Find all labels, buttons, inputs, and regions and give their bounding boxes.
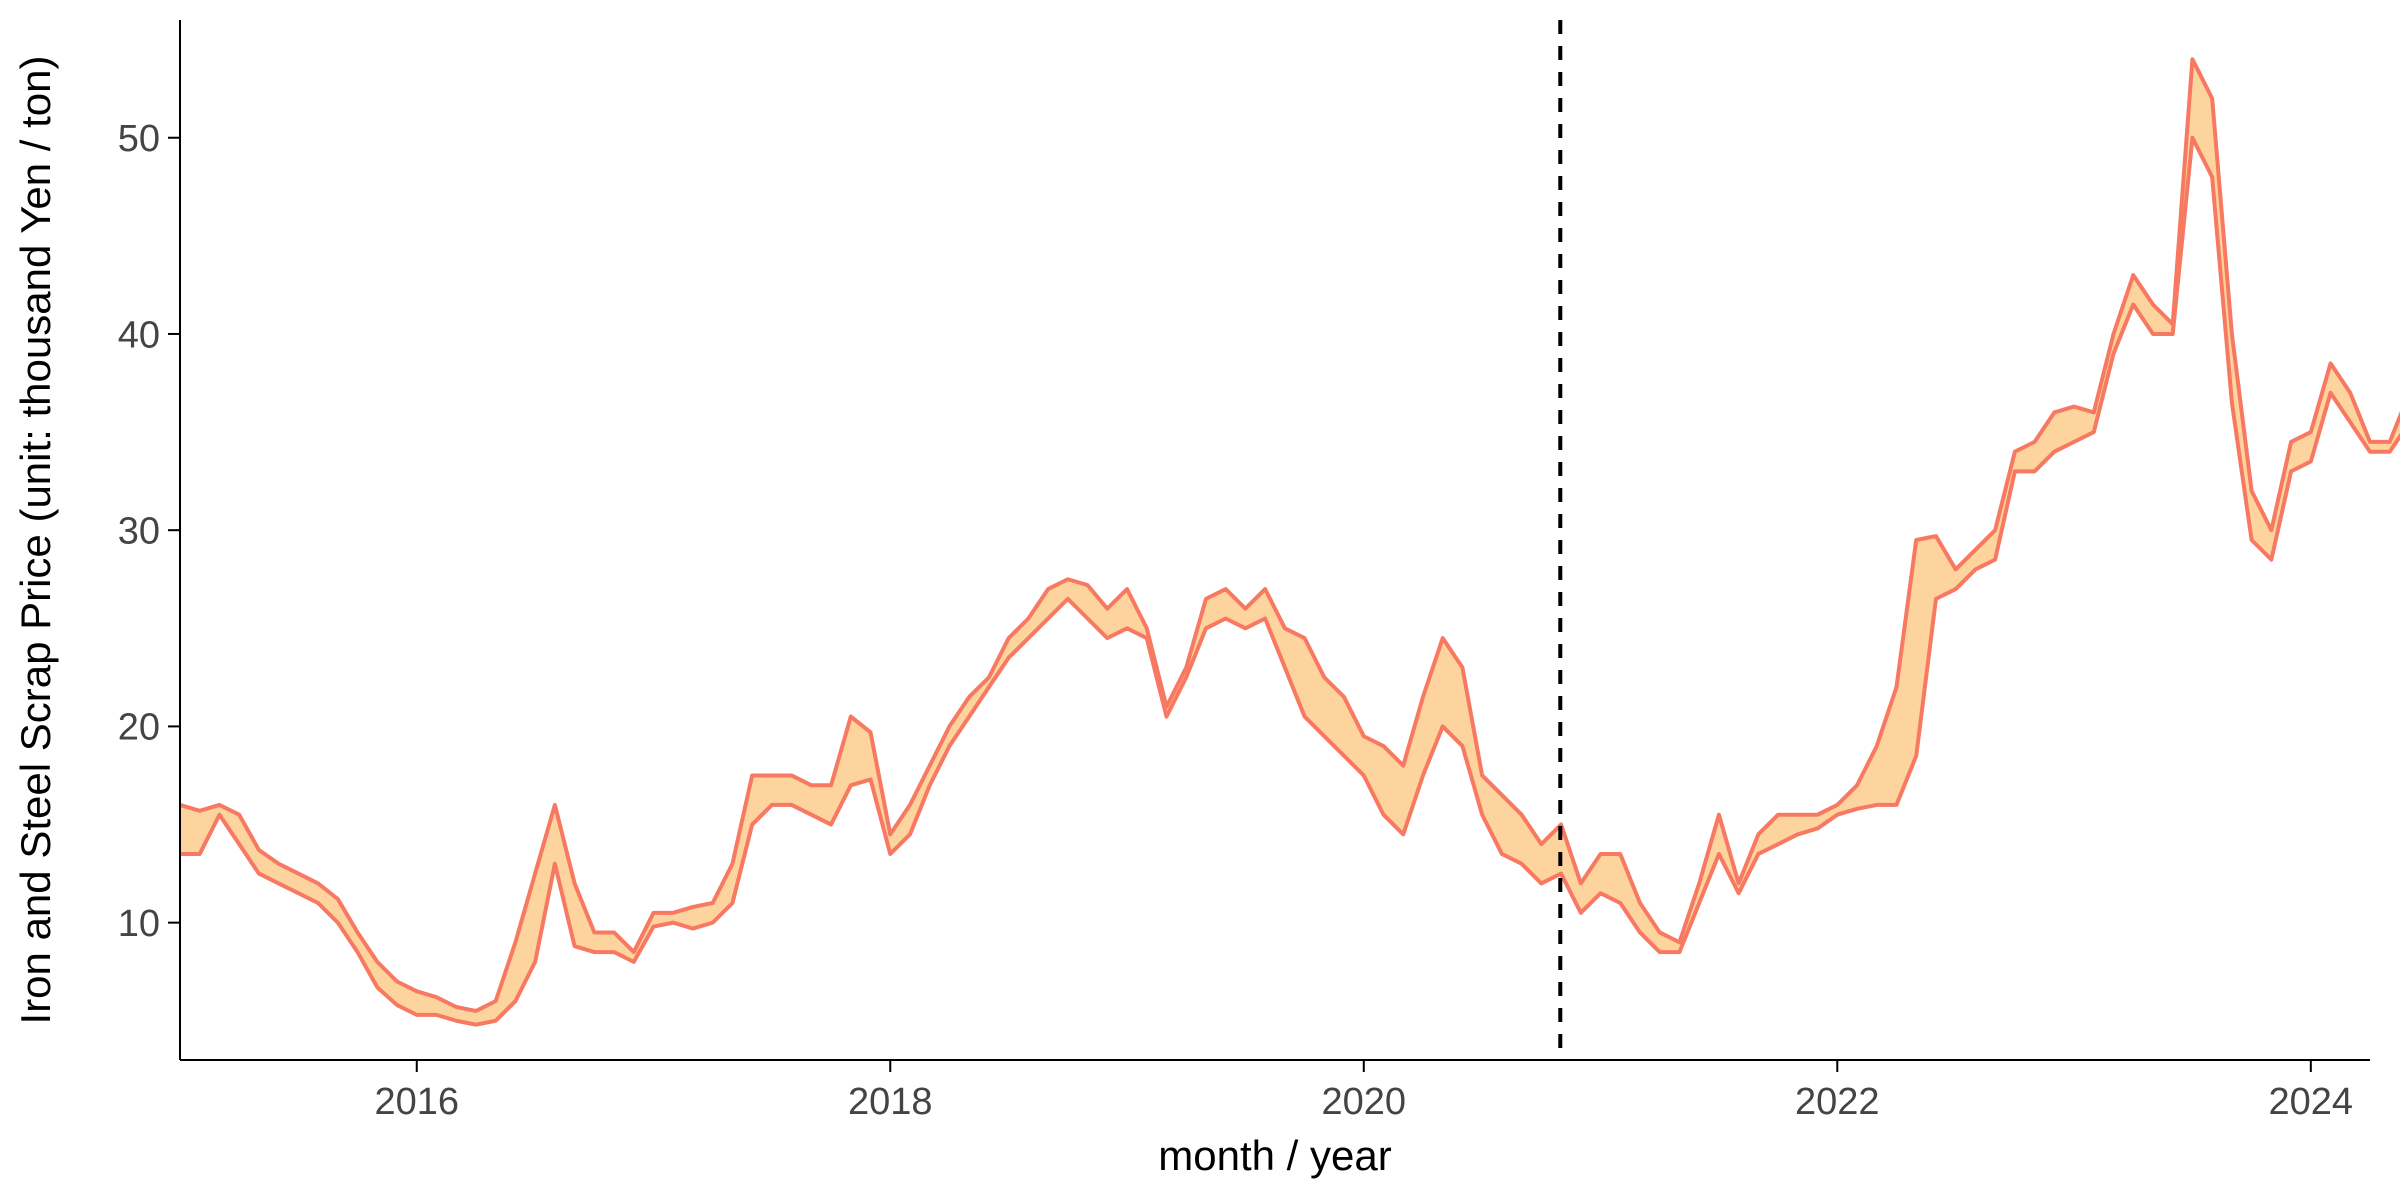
plot-background <box>0 0 2400 1200</box>
chart-svg: 2016 2018 2020 2022 2024 10 20 30 40 50 month / ye… <box>0 0 2400 1200</box>
y-tick-label: 10 <box>118 903 160 945</box>
y-tick-label: 20 <box>118 707 160 749</box>
chart-container: 2016 2018 2020 2022 2024 10 20 30 40 50 month / ye… <box>0 0 2400 1200</box>
y-tick-label: 50 <box>118 118 160 160</box>
y-tick-label: 30 <box>118 510 160 552</box>
x-tick-label: 2020 <box>1322 1081 1407 1123</box>
x-tick-label: 2016 <box>374 1081 459 1123</box>
y-tick-label: 40 <box>118 314 160 356</box>
x-tick-label: 2024 <box>2269 1081 2354 1123</box>
x-axis-label: month / year <box>1158 1132 1391 1179</box>
x-tick-label: 2022 <box>1795 1081 1880 1123</box>
x-tick-label: 2018 <box>848 1081 933 1123</box>
y-axis-label: Iron and Steel Scrap Price (unit: thousa… <box>12 56 59 1025</box>
